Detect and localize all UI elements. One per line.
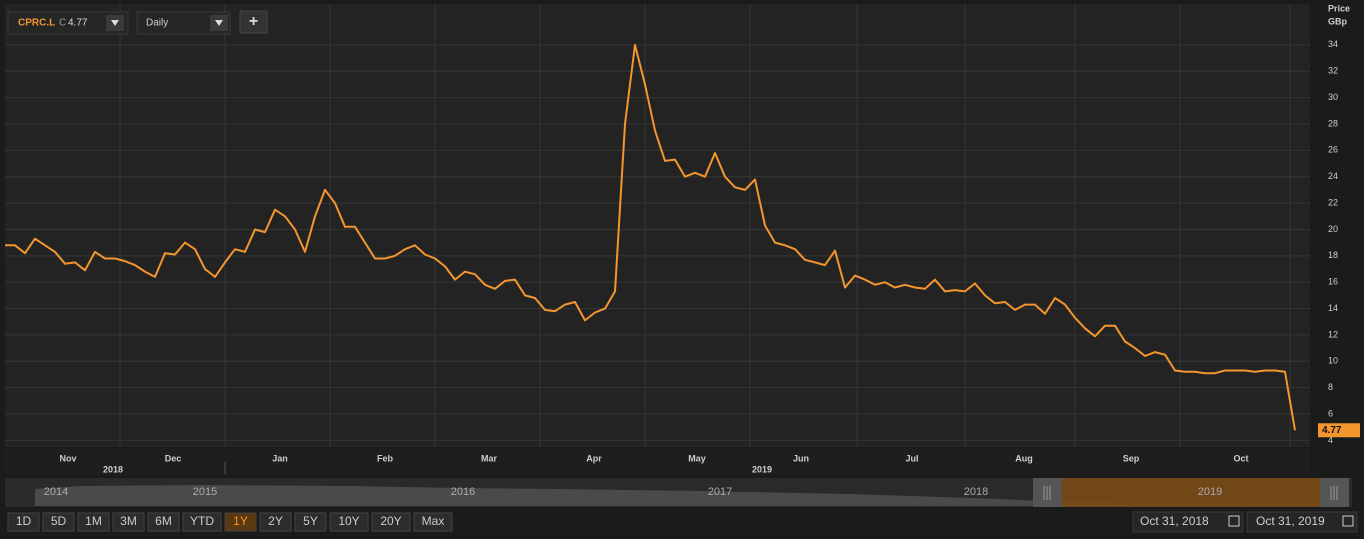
last-price-label: 4.77 xyxy=(1322,425,1342,436)
close-prefix: C xyxy=(59,18,66,29)
dropdown-arrow xyxy=(215,20,223,26)
range-button-label: 1Y xyxy=(233,514,248,528)
close-value: 4.77 xyxy=(68,18,88,29)
y-tick-label: 8 xyxy=(1328,382,1333,392)
range-button-label: 2Y xyxy=(268,514,283,528)
y-tick-label: 12 xyxy=(1328,329,1338,339)
y-axis-unit: GBp xyxy=(1328,16,1348,26)
x-axis-strip xyxy=(5,448,1310,475)
range-button[interactable] xyxy=(329,512,369,532)
navigator-year: 2017 xyxy=(708,486,732,498)
y-tick-label: 24 xyxy=(1328,171,1338,181)
y-tick-label: 28 xyxy=(1328,118,1338,128)
range-button[interactable] xyxy=(7,512,40,532)
y-tick-label: 30 xyxy=(1328,92,1338,102)
price-line xyxy=(5,43,1296,431)
range-button[interactable] xyxy=(294,512,327,532)
x-tick-label: Dec xyxy=(165,453,182,463)
calendar-icon[interactable] xyxy=(1228,515,1240,527)
range-button[interactable] xyxy=(259,512,292,532)
navigator-year: 2019 xyxy=(1198,486,1222,498)
range-button-label: 6M xyxy=(155,514,172,528)
y-tick-label: 34 xyxy=(1328,39,1338,49)
range-button-label: 1M xyxy=(85,514,102,528)
navigator-year: 2014 xyxy=(44,486,68,498)
y-tick-label: 10 xyxy=(1328,356,1338,366)
x-tick-label: Nov xyxy=(59,453,76,463)
range-button[interactable] xyxy=(112,512,145,532)
plot-area xyxy=(5,4,1310,447)
range-button[interactable] xyxy=(224,512,257,532)
y-tick-label: 16 xyxy=(1328,277,1338,287)
date-from: Oct 31, 2018 xyxy=(1140,514,1209,528)
range-button-label: 10Y xyxy=(338,514,359,528)
add-label: + xyxy=(249,13,258,30)
range-button[interactable] xyxy=(77,512,110,532)
interval: Daily xyxy=(146,18,168,29)
range-button-label: 5Y xyxy=(303,514,318,528)
y-tick-label: 20 xyxy=(1328,224,1338,234)
range-button-label: 5D xyxy=(51,514,67,528)
range-button[interactable] xyxy=(413,512,453,532)
x-tick-label: Jul xyxy=(905,453,918,463)
date-to: Oct 31, 2019 xyxy=(1256,514,1325,528)
add-button[interactable] xyxy=(239,10,268,34)
y-tick-label: 6 xyxy=(1328,408,1333,418)
x-tick-label: Oct xyxy=(1233,453,1248,463)
x-tick-label: Jan xyxy=(272,453,288,463)
navigator-selection[interactable] xyxy=(1062,478,1320,507)
range-button-label: 1D xyxy=(16,514,32,528)
x-tick-label: Aug xyxy=(1015,453,1033,463)
navigator-year: 2016 xyxy=(451,486,475,498)
x-tick-label: May xyxy=(688,453,706,463)
x-tick-label: Mar xyxy=(481,453,498,463)
x-year-label: 2019 xyxy=(752,464,772,474)
range-button[interactable] xyxy=(42,512,75,532)
y-tick-label: 18 xyxy=(1328,250,1338,260)
range-button[interactable] xyxy=(147,512,180,532)
x-tick-label: Apr xyxy=(586,453,602,463)
x-tick-label: Feb xyxy=(377,453,394,463)
y-tick-label: 14 xyxy=(1328,303,1338,313)
y-tick-label: 32 xyxy=(1328,66,1338,76)
navigator-area xyxy=(35,485,1320,506)
x-tick-label: Jun xyxy=(793,453,809,463)
x-tick-label: Sep xyxy=(1123,453,1140,463)
last-price-box xyxy=(1318,423,1360,438)
x-year-label: 2018 xyxy=(103,464,123,474)
navigator-year: 2015 xyxy=(193,486,217,498)
navigator-year: 2018 xyxy=(964,486,988,498)
interval-box[interactable] xyxy=(136,11,231,35)
range-button[interactable] xyxy=(182,512,222,532)
date-to-box[interactable] xyxy=(1246,511,1358,533)
date-from-box[interactable] xyxy=(1132,511,1244,533)
y-tick-label: 22 xyxy=(1328,197,1338,207)
range-button-label: 3M xyxy=(120,514,137,528)
range-button[interactable] xyxy=(371,512,411,532)
calendar-icon[interactable] xyxy=(1342,515,1354,527)
range-button-label: YTD xyxy=(190,514,214,528)
y-axis-title: Price xyxy=(1328,3,1350,13)
symbol: CPRC.L xyxy=(18,18,55,29)
y-tick-label: 4 xyxy=(1328,435,1333,445)
handle-grip xyxy=(1043,486,1338,500)
y-tick-label: 26 xyxy=(1328,145,1338,155)
range-button-label: Max xyxy=(422,514,445,528)
range-button-label: 20Y xyxy=(380,514,401,528)
dropdown-arrow xyxy=(111,20,119,26)
symbol-box[interactable] xyxy=(7,11,129,35)
